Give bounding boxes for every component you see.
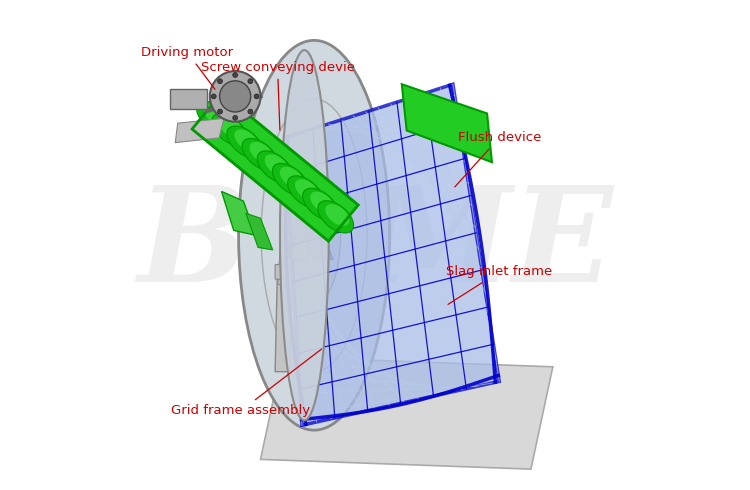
Ellipse shape [248,109,253,114]
Polygon shape [170,89,207,109]
Ellipse shape [250,142,274,164]
Polygon shape [246,213,273,250]
Ellipse shape [204,104,228,126]
Ellipse shape [232,116,238,120]
Ellipse shape [265,154,289,176]
Polygon shape [285,187,334,260]
Ellipse shape [288,167,340,303]
Ellipse shape [326,204,350,226]
Ellipse shape [234,129,258,151]
Ellipse shape [227,126,262,158]
Ellipse shape [295,179,319,201]
Ellipse shape [310,192,334,214]
Polygon shape [221,192,256,235]
Ellipse shape [217,109,223,114]
Ellipse shape [242,139,278,171]
Ellipse shape [304,200,315,212]
Ellipse shape [280,50,328,420]
Text: Slag inlet frame: Slag inlet frame [446,265,552,304]
Ellipse shape [217,79,223,84]
Polygon shape [278,255,309,294]
Polygon shape [176,118,224,143]
Ellipse shape [211,114,248,146]
Polygon shape [285,84,500,425]
Text: Flush device: Flush device [454,131,541,187]
Ellipse shape [303,188,338,220]
Polygon shape [275,265,312,282]
Ellipse shape [219,117,243,139]
Ellipse shape [210,71,260,122]
Ellipse shape [318,201,354,233]
Ellipse shape [196,101,232,133]
Polygon shape [260,357,553,469]
Text: BOME: BOME [137,180,613,310]
Text: Driving motor: Driving motor [141,46,233,89]
Ellipse shape [280,167,304,189]
Polygon shape [292,238,309,262]
Ellipse shape [220,81,251,112]
Ellipse shape [254,94,259,99]
Polygon shape [402,84,492,162]
Ellipse shape [248,79,253,84]
Ellipse shape [272,163,308,196]
Ellipse shape [238,40,389,430]
Text: Grid frame assembly: Grid frame assembly [172,349,322,417]
Text: Screw conveying devie: Screw conveying devie [200,61,355,130]
Ellipse shape [257,151,293,183]
Ellipse shape [211,94,216,99]
Polygon shape [275,265,292,372]
Ellipse shape [287,176,323,208]
Polygon shape [299,255,314,335]
Polygon shape [192,93,358,241]
Ellipse shape [232,73,238,77]
